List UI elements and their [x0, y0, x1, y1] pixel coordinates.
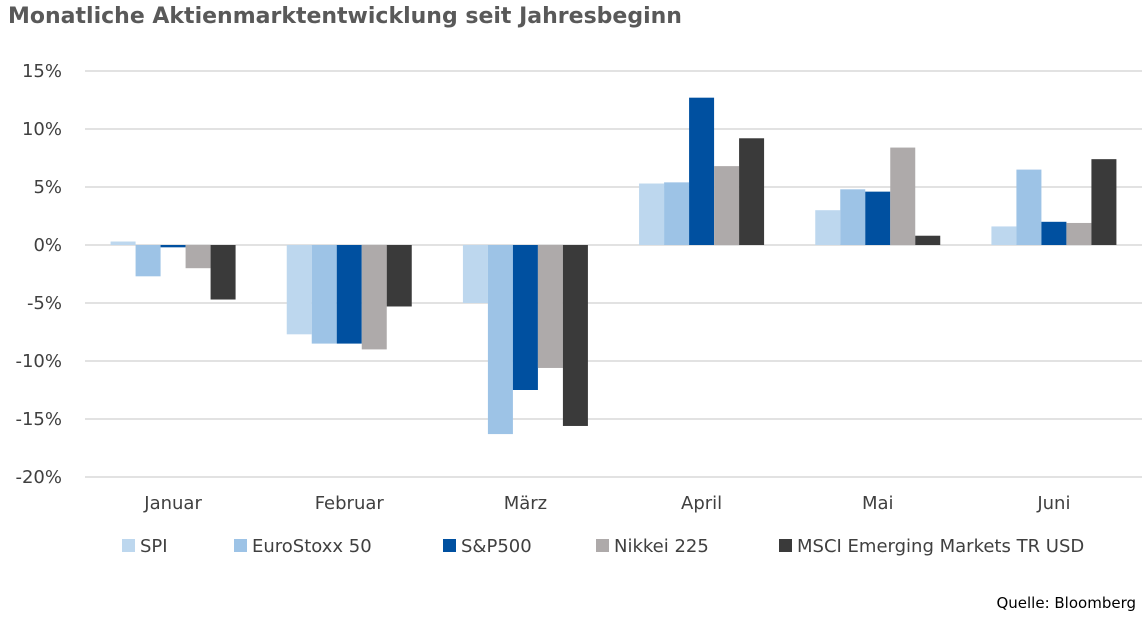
bar-eurostoxx-50-5	[1016, 169, 1042, 245]
bar-msci-emerging-markets-tr-usd-0	[210, 245, 236, 300]
bar-msci-emerging-markets-tr-usd-4	[915, 235, 941, 245]
bar-eurostoxx-50-2	[487, 245, 513, 435]
bars	[110, 97, 1117, 435]
legend-label: EuroStoxx 50	[252, 536, 372, 557]
y-tick-label: 0%	[33, 235, 62, 256]
gridlines	[85, 70, 1142, 478]
legend-swatch	[234, 539, 247, 552]
source-note: Quelle: Bloomberg	[996, 594, 1136, 612]
y-tick-label: 10%	[22, 119, 62, 140]
legend-swatch	[122, 539, 135, 552]
y-axis: 15% 10% 5% 0% -5% -10% -15% -20%	[15, 61, 62, 488]
bar-s-p500-4	[865, 191, 891, 245]
bar-s-p500-1	[336, 245, 362, 344]
bar-spi-3	[639, 183, 665, 245]
legend-label: SPI	[140, 536, 168, 557]
x-category-label: Januar	[143, 493, 202, 514]
bar-s-p500-5	[1041, 221, 1067, 245]
bar-eurostoxx-50-3	[664, 182, 690, 245]
bar-eurostoxx-50-0	[135, 245, 161, 277]
legend-label: MSCI Emerging Markets TR USD	[797, 536, 1084, 557]
bar-nikkei-225-0	[185, 245, 211, 269]
x-category-label: Februar	[315, 493, 385, 514]
x-axis: Januar Februar März April Mai Juni	[143, 493, 1070, 514]
bar-nikkei-225-3	[714, 166, 740, 245]
y-tick-label: 5%	[33, 177, 62, 198]
legend: SPI EuroStoxx 50 S&P500 Nikkei 225 MSCI Emer…	[122, 536, 1084, 557]
bar-msci-emerging-markets-tr-usd-2	[562, 245, 588, 426]
bar-spi-4	[815, 210, 841, 245]
y-tick-label: -5%	[27, 293, 62, 314]
bar-s-p500-0	[160, 245, 186, 248]
legend-label: S&P500	[461, 536, 532, 557]
bar-spi-0	[110, 241, 136, 245]
legend-label: Nikkei 225	[614, 536, 709, 557]
y-tick-label: -20%	[15, 467, 62, 488]
bar-s-p500-2	[512, 245, 538, 390]
x-category-label: Juni	[1036, 493, 1070, 514]
bar-nikkei-225-1	[361, 245, 387, 350]
bar-msci-emerging-markets-tr-usd-3	[739, 138, 765, 245]
y-tick-label: -10%	[15, 351, 62, 372]
bar-nikkei-225-2	[537, 245, 563, 368]
bar-msci-emerging-markets-tr-usd-5	[1091, 159, 1117, 245]
chart-title: Monatliche Aktienmarktentwicklung seit J…	[8, 4, 682, 29]
bar-msci-emerging-markets-tr-usd-1	[386, 245, 412, 307]
bar-eurostoxx-50-1	[311, 245, 337, 344]
y-tick-label: 15%	[22, 61, 62, 82]
bar-spi-5	[991, 226, 1017, 245]
bar-spi-2	[462, 245, 488, 303]
legend-swatch	[779, 539, 792, 552]
bar-nikkei-225-4	[890, 147, 916, 245]
bar-s-p500-3	[689, 97, 715, 246]
bar-nikkei-225-5	[1066, 222, 1092, 245]
bar-spi-1	[286, 245, 312, 335]
x-category-label: Mai	[862, 493, 894, 514]
legend-swatch	[596, 539, 609, 552]
y-tick-label: -15%	[15, 409, 62, 430]
x-category-label: März	[504, 493, 547, 514]
x-category-label: April	[681, 493, 722, 514]
legend-swatch	[443, 539, 456, 552]
bar-eurostoxx-50-4	[840, 189, 866, 245]
